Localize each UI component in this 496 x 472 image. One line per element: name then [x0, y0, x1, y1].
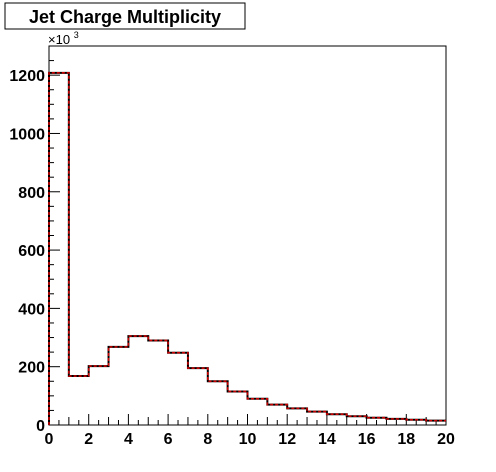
- y-tick-label: 0: [36, 418, 45, 435]
- y-tick-label: 800: [18, 185, 45, 202]
- x-tick-label: 6: [164, 431, 173, 448]
- x-tick-label: 18: [397, 431, 415, 448]
- x-tick-label: 8: [203, 431, 212, 448]
- title-box: Jet Charge Multiplicity: [4, 2, 246, 30]
- y-tick-label: 600: [18, 243, 45, 260]
- y-tick-label: 400: [18, 301, 45, 318]
- x-tick-label: 12: [278, 431, 296, 448]
- x-tick-label: 2: [84, 431, 93, 448]
- y-multiplier-base: ×10: [48, 32, 70, 47]
- y-multiplier-label: ×10 3: [48, 30, 79, 47]
- histogram-line-dashed: [48, 72, 446, 425]
- y-tick-label: 200: [18, 360, 45, 377]
- x-tick-label: 0: [45, 431, 54, 448]
- y-axis-tick-labels: 0 200 400 600 800 1000 1200: [9, 68, 45, 435]
- chart-title: Jet Charge Multiplicity: [29, 7, 221, 27]
- y-tick-label: 1200: [9, 68, 45, 85]
- title-frame: [4, 2, 246, 30]
- x-tick-label: 4: [124, 431, 133, 448]
- x-tick-label: 16: [358, 431, 376, 448]
- x-tick-label: 20: [437, 431, 455, 448]
- histogram-series: [48, 71, 446, 425]
- x-tick-label: 14: [318, 431, 336, 448]
- x-axis-tick-labels: 0 2 4 6 8 10 12 14 16 18 20: [45, 431, 455, 448]
- y-tick-label: 1000: [9, 126, 45, 143]
- y-multiplier-exponent: 3: [74, 30, 79, 40]
- x-tick-label: 10: [239, 431, 257, 448]
- x-axis-ticks: [48, 414, 447, 425]
